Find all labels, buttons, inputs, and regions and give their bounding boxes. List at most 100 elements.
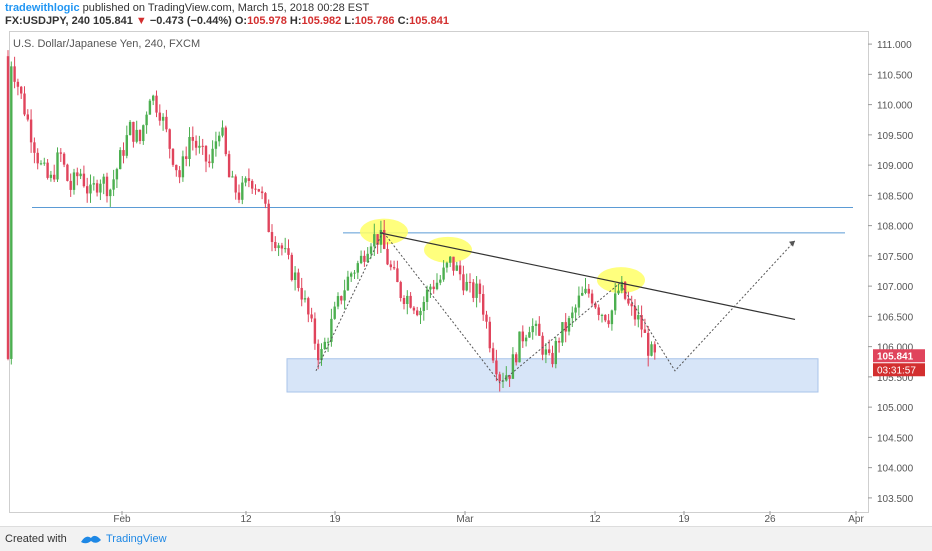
y-tick-label: 108.000 — [877, 222, 914, 233]
countdown-badge — [873, 363, 925, 377]
candle-body — [142, 125, 145, 142]
y-tick-label: 104.500 — [877, 433, 914, 444]
candle-body — [597, 307, 600, 316]
candle-body — [260, 191, 264, 194]
candle-body — [396, 268, 399, 283]
candle-body — [168, 129, 171, 149]
publication-header: tradewithlogic published on TradingView.… — [0, 0, 932, 28]
candle-body — [99, 183, 102, 193]
candle-body — [498, 374, 501, 382]
candle-body — [251, 180, 254, 189]
candle-body — [79, 173, 82, 177]
candle-body — [264, 193, 267, 204]
x-tick-label: 12 — [240, 514, 252, 525]
candle-body — [422, 301, 425, 311]
candle-body — [518, 331, 521, 363]
candle-body — [185, 156, 188, 159]
y-tick-label: 105.000 — [877, 403, 914, 414]
candle-body — [244, 178, 247, 183]
candle-body — [508, 375, 511, 379]
y-tick-label: 109.500 — [877, 131, 914, 142]
tradingview-brand[interactable]: TradingView — [106, 533, 167, 545]
candle-body — [594, 303, 597, 308]
publisher-line: tradewithlogic published on TradingView.… — [5, 2, 369, 14]
candle-body — [49, 174, 53, 178]
candle-body — [452, 256, 455, 271]
candle-body — [647, 332, 650, 356]
candle-body — [92, 183, 95, 185]
candle-body — [363, 255, 366, 262]
candle-body — [336, 296, 340, 307]
countdown-badge-text: 03:31:57 — [877, 365, 916, 376]
candle-body — [122, 150, 125, 156]
candle-body — [554, 340, 557, 365]
chart-frame[interactable] — [9, 31, 869, 513]
candle-body — [633, 306, 637, 320]
candle-body — [152, 95, 155, 101]
candle-body — [564, 322, 567, 332]
candle-body — [62, 153, 66, 165]
candle-body — [435, 282, 439, 290]
candle-body — [359, 255, 363, 264]
candle-body — [402, 297, 406, 304]
candle-body — [20, 86, 23, 94]
candle-body — [640, 315, 643, 330]
candle-body — [148, 100, 152, 115]
candle-body — [297, 272, 300, 288]
candle-body — [36, 152, 39, 164]
candle-body — [53, 174, 56, 180]
candle-body — [386, 248, 389, 265]
candle-body — [366, 253, 369, 262]
candle-body — [175, 164, 178, 171]
candle-body — [10, 66, 13, 359]
footer-bar: Created with TradingView — [0, 526, 932, 551]
candle-body — [277, 245, 280, 249]
candle-body — [161, 116, 165, 121]
candle-body — [293, 272, 297, 281]
candle-body — [567, 318, 571, 332]
candle-body — [478, 283, 482, 294]
x-tick-label: 26 — [764, 514, 776, 525]
candle-body — [95, 183, 99, 193]
candle-body — [439, 279, 442, 283]
candle-body — [416, 310, 419, 316]
candle-body — [89, 184, 92, 194]
candle-body — [257, 189, 260, 192]
candle-body — [307, 298, 310, 315]
candle-body — [323, 341, 326, 350]
candle-body — [198, 145, 201, 148]
candle-body — [218, 135, 221, 142]
price-chart[interactable]: 111.000 110.500 110.000 109.500 109.000 108.5… — [0, 0, 932, 526]
chart-title: U.S. Dollar/Japanese Yen, 240, FXCM — [13, 38, 201, 50]
price-change: −0.473 (−0.44%) — [149, 15, 232, 27]
candle-body — [376, 234, 379, 245]
candle-body — [590, 293, 594, 304]
candle-body — [488, 321, 491, 349]
candle-body — [59, 152, 62, 154]
author-link[interactable]: tradewithlogic — [5, 2, 80, 14]
candle-body — [465, 281, 468, 291]
candle-body — [495, 360, 498, 375]
candle-body — [231, 176, 234, 178]
candle-body — [165, 116, 168, 130]
x-tick-label: Mar — [456, 514, 474, 525]
y-tick-label: 106.500 — [877, 312, 914, 323]
y-tick-label: 110.500 — [877, 70, 913, 81]
candle-body — [650, 344, 653, 356]
candle-body — [115, 169, 119, 180]
candle-body — [69, 180, 72, 190]
candle-body — [445, 262, 449, 268]
highlight-ellipse — [597, 267, 645, 294]
candle-body — [330, 318, 333, 342]
candle-body — [412, 307, 416, 311]
candle-body — [178, 170, 181, 178]
candle-body — [145, 114, 148, 126]
candle-body — [267, 203, 270, 233]
candle-body — [158, 112, 161, 121]
close-value: 105.841 — [409, 15, 449, 27]
candle-body — [458, 265, 462, 275]
candle-body — [102, 176, 105, 184]
candle-body — [132, 121, 135, 142]
candle-body — [468, 281, 472, 283]
candle-body — [472, 282, 475, 298]
